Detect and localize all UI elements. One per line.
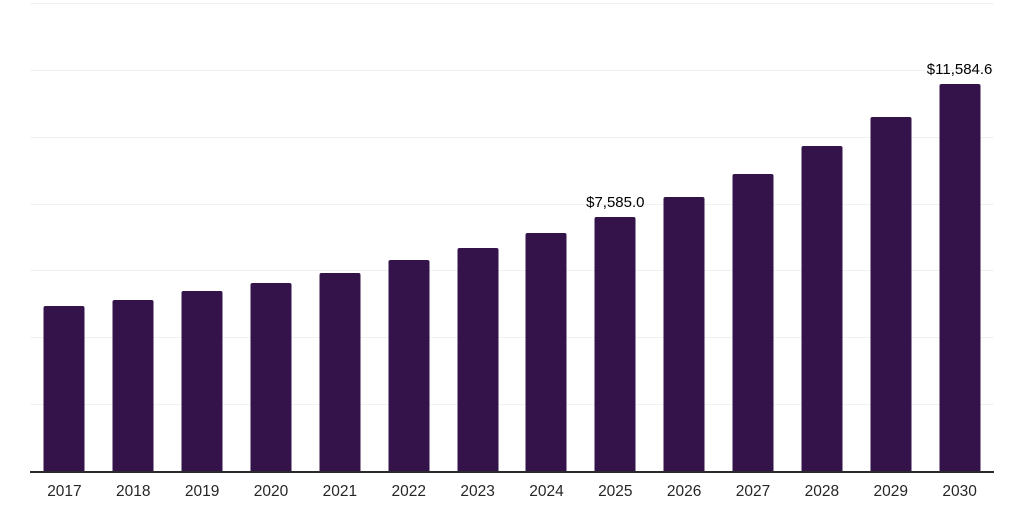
bar-group: $11,584.6 [925,3,994,471]
bar-group [374,3,443,471]
bar-group [30,3,99,471]
x-axis-tick-label: 2018 [116,483,151,500]
bar [594,217,636,471]
bar [388,259,430,471]
x-axis-tick-label: 2020 [253,483,289,500]
x-axis-tick-label: 2021 [322,483,358,500]
gridline [30,136,994,138]
x-axis-tick-label: 2025 [598,483,633,500]
bar [525,233,567,471]
bar-value-label: $11,584.6 [926,60,993,78]
x-axis-tick-label: 2029 [873,483,908,500]
bar-group [856,3,925,471]
bar [319,273,361,471]
x-axis-tick-label: 2028 [804,483,840,500]
bar [181,290,223,471]
gridline [30,404,994,406]
bar [250,282,292,471]
x-axis-tick-label: 2023 [460,483,495,500]
bar-series: $7,585.0 $11,584.6 [30,3,994,471]
bar-group [99,3,168,471]
bar [801,146,843,471]
chart-plot-area: $7,585.0 $11,584.6 [30,3,994,473]
bar-group [237,3,306,471]
bar [939,83,981,471]
bar [43,306,85,471]
gridline [30,203,994,205]
x-axis-tick-label: 2030 [942,483,977,500]
x-axis-tick-label: 2017 [47,483,82,500]
x-axis-tick-label: 2026 [666,483,702,500]
gridline [30,3,994,4]
bar-group [512,3,581,471]
bar [870,117,912,471]
x-axis-tick-label: 2024 [529,483,564,500]
bar-group [787,3,856,471]
bar-group [168,3,237,471]
x-axis-tick-label: 2027 [735,483,771,500]
bar-group: $7,585.0 [581,3,650,471]
bar [663,196,705,471]
bar-group [443,3,512,471]
bar [457,247,499,471]
gridline [30,270,994,272]
bar [732,173,774,471]
x-axis: 2017 2018 2019 2020 2021 2022 2023 2024 2025 2026… [30,482,994,502]
gridline [30,337,994,339]
bar-value-label: $7,585.0 [586,194,645,212]
bar-group [719,3,788,471]
bar [112,299,154,471]
gridline [30,69,994,71]
bar-group [650,3,719,471]
bar-group [305,3,374,471]
x-axis-tick-label: 2019 [184,483,220,500]
x-axis-tick-label: 2022 [391,483,426,500]
